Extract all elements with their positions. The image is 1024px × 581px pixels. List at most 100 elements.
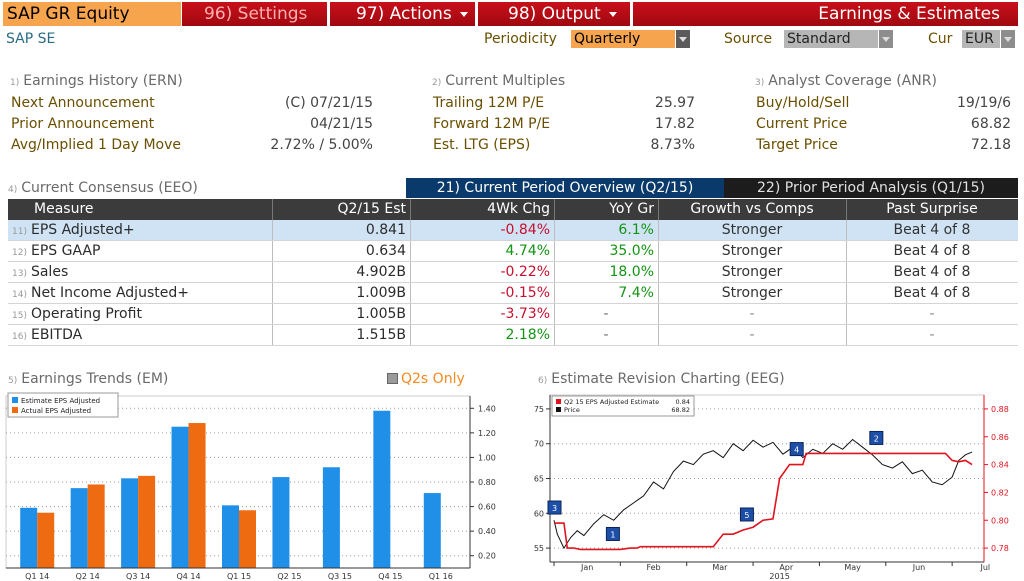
analyst-coverage-title[interactable]: 3) Analyst Coverage (ANR) <box>755 73 937 89</box>
past-surprise-cell: Beat 4 of 8 <box>893 243 971 259</box>
legend-swatch <box>12 397 18 403</box>
legend-label: Actual EPS Adjusted <box>21 407 91 415</box>
yoy-growth-cell: 18.0% <box>609 264 654 280</box>
measure-cell[interactable]: Sales <box>30 264 69 280</box>
header-growth-vs-comps[interactable]: Growth vs Comps <box>690 201 814 217</box>
four-week-change-cell: -0.84% <box>500 222 550 238</box>
header-past-surprise[interactable]: Past Surprise <box>886 201 978 217</box>
periodicity-dropdown-icon[interactable] <box>676 30 690 48</box>
current-price-label: Current Price <box>756 116 848 132</box>
x-tick-label: May <box>844 563 861 572</box>
table-row[interactable]: 15) Operating Profit 1.005B -3.73% - - - <box>8 304 1018 325</box>
right-y-tick-label: 0.86 <box>991 433 1009 442</box>
x-tick-label: Feb <box>646 563 660 572</box>
measure-cell[interactable]: Operating Profit <box>30 306 142 322</box>
section-number: 6) <box>538 376 548 386</box>
four-week-change-cell: -0.22% <box>500 264 550 280</box>
y-tick-label: 0.60 <box>478 503 496 512</box>
estimate-revision-chart[interactable]: 55 60 65 70 75 0.78 0.80 0.82 0.84 0.86 0.88 Jan Feb… <box>522 390 1024 581</box>
currency-dropdown-icon[interactable] <box>1001 30 1015 48</box>
estimate-cell: 4.902B <box>356 264 406 280</box>
current-multiples-title[interactable]: 2) Current Multiples <box>432 73 565 89</box>
measure-cell[interactable]: EBITDA <box>30 327 83 343</box>
output-menu-button[interactable]: 98) Output <box>478 2 630 26</box>
x-tick-label: Q3 14 <box>126 572 150 581</box>
section-number: 5) <box>8 376 18 386</box>
estimate-line <box>554 452 973 551</box>
page-title: Earnings & Estimates <box>633 2 1018 26</box>
actions-menu-button[interactable]: 97) Actions <box>330 2 475 26</box>
table-row[interactable]: 16) EBITDA 1.515B 2.18% - - - <box>8 325 1018 346</box>
estimate-revision-title[interactable]: 6) Estimate Revision Charting (EEG) <box>538 371 785 387</box>
forward-pe-value: 17.82 <box>654 116 695 132</box>
legend-swatch <box>556 407 561 412</box>
header-yoy-gr[interactable]: YoY Gr <box>609 201 654 217</box>
section-title-text: Current Consensus (EEO) <box>21 180 198 196</box>
table-row[interactable]: 13) Sales 4.902B -0.22% 18.0% Stronger Beat 4 … <box>8 262 1018 283</box>
x-year-label: 2015 <box>769 572 789 581</box>
measure-cell[interactable]: EPS Adjusted+ <box>30 222 135 238</box>
x-tick-label: Q1 15 <box>227 572 251 581</box>
header-measure[interactable]: Measure <box>34 201 94 217</box>
growth-vs-comps-cell: Stronger <box>721 264 783 280</box>
trailing-pe-label: Trailing 12M P/E <box>433 95 545 111</box>
x-tick-label: Mar <box>712 563 728 572</box>
avg-move-label: Avg/Implied 1 Day Move <box>11 137 182 153</box>
measure-cell[interactable]: Net Income Adjusted+ <box>30 285 189 301</box>
estimate-bar <box>322 467 340 568</box>
event-marker-label: 2 <box>874 434 879 443</box>
periodicity-select[interactable]: Quarterly <box>571 30 675 48</box>
ticker-field[interactable]: SAP GR Equity <box>3 2 181 26</box>
tab-current-period[interactable]: 21) Current Period Overview (Q2/15) <box>406 178 724 198</box>
table-row[interactable]: 12) EPS GAAP 0.634 4.74% 35.0% Stronger Beat 4… <box>8 241 1018 262</box>
yoy-growth-cell: 35.0% <box>609 243 654 259</box>
estimate-bar <box>373 410 391 568</box>
earnings-trends-chart[interactable]: 0.20 0.40 0.60 0.80 1.00 1.20 1.40 Q1 14 Q2 14 Q3… <box>2 390 504 581</box>
legend-label: Q2 15 EPS Adjusted Estimate <box>564 398 659 406</box>
event-marker <box>605 526 620 541</box>
section-title-text: Analyst Coverage (ANR) <box>768 73 937 89</box>
event-marker <box>739 507 754 522</box>
header-4wk-chg[interactable]: 4Wk Chg <box>487 201 550 217</box>
target-price-label: Target Price <box>756 137 838 153</box>
currency-select[interactable]: EUR <box>962 30 1000 48</box>
buy-hold-sell-label: Buy/Hold/Sell <box>756 95 850 111</box>
estimate-bar <box>20 507 38 568</box>
source-dropdown-icon[interactable] <box>879 30 893 48</box>
event-marker <box>789 442 804 457</box>
actions-label: 97) Actions <box>356 4 452 24</box>
currency-label: Cur <box>928 31 953 47</box>
table-row[interactable]: 14) Net Income Adjusted+ 1.009B -0.15% 7.4% S… <box>8 283 1018 304</box>
measure-cell[interactable]: EPS GAAP <box>30 243 101 259</box>
source-label: Source <box>724 31 773 47</box>
chevron-down-icon <box>459 11 468 17</box>
past-surprise-cell: Beat 4 of 8 <box>893 222 971 238</box>
right-y-tick-label: 0.84 <box>991 461 1009 470</box>
tab-prior-period[interactable]: 22) Prior Period Analysis (Q1/15) <box>724 178 1018 198</box>
past-surprise-cell: Beat 4 of 8 <box>893 264 971 280</box>
x-tick-label: Q2 15 <box>277 572 301 581</box>
section-title-text: Earnings History (ERN) <box>23 73 183 89</box>
right-y-tick-label: 0.88 <box>991 405 1009 414</box>
source-select[interactable]: Standard <box>784 30 878 48</box>
table-header-row: Measure Q2/15 Est 4Wk Chg YoY Gr Growth … <box>8 199 1018 220</box>
table-row[interactable]: 11) EPS Adjusted+ 0.841 -0.84% 6.1% Stronger B… <box>8 220 1018 241</box>
x-tick-label: Q2 14 <box>76 572 100 581</box>
settings-button[interactable]: 96) Settings <box>182 2 327 26</box>
consensus-title[interactable]: 4) Current Consensus (EEO) <box>8 180 198 196</box>
q2s-only-toggle[interactable]: Q2s Only <box>387 371 465 387</box>
earnings-trends-title[interactable]: 5) Earnings Trends (EM) <box>8 371 168 387</box>
earnings-history-title[interactable]: 1) Earnings History (ERN) <box>10 73 183 89</box>
growth-vs-comps-cell: Stronger <box>721 243 783 259</box>
event-marker-label: 3 <box>552 504 557 513</box>
row-number: 14) <box>12 290 27 300</box>
price-line <box>553 438 973 550</box>
x-tick-label: Q4 14 <box>177 572 201 581</box>
header-est[interactable]: Q2/15 Est <box>337 201 406 217</box>
x-tick-label: Jul <box>979 563 990 572</box>
section-number: 4) <box>8 185 18 195</box>
checkbox-icon[interactable] <box>387 373 398 384</box>
output-label: 98) Output <box>508 4 601 24</box>
left-y-tick-label: 65 <box>534 475 544 484</box>
actual-bar <box>239 510 256 568</box>
